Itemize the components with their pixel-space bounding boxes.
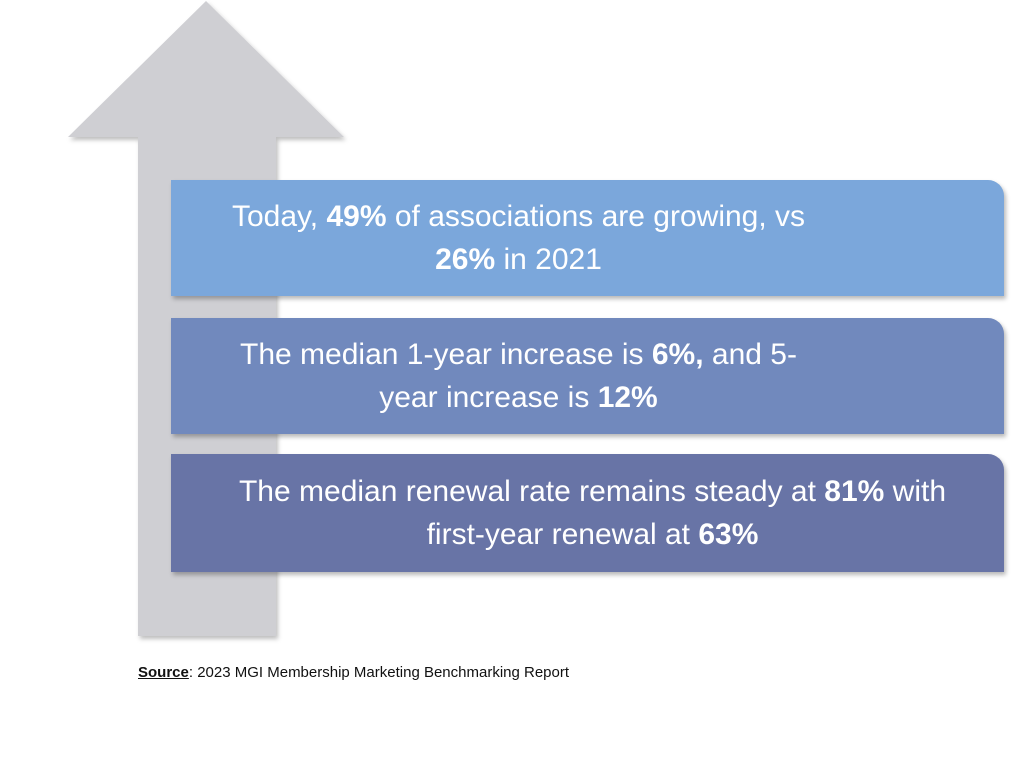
stat-card-renewal-rate: The median renewal rate remains steady a…: [171, 454, 1004, 572]
stat-value: 81%: [824, 474, 885, 508]
stat-text-renewal-rate: The median renewal rate remains steady a…: [217, 470, 968, 557]
stat-value: 26%: [435, 243, 496, 276]
stat-text-segment: The median 1-year increase is: [240, 337, 652, 371]
stat-card-growing-associations: Today, 49% of associations are growing, …: [171, 180, 1004, 296]
stat-value: 6%,: [651, 337, 704, 371]
stat-text-median-increase: The median 1-year increase is 6%, and 5-…: [219, 333, 818, 420]
stat-text-growing-associations: Today, 49% of associations are growing, …: [219, 195, 818, 282]
stat-text-segment: Today,: [231, 199, 327, 233]
stat-text-segment: and 5-year increase is: [379, 337, 797, 415]
stat-text-segment: in 2021: [495, 243, 602, 276]
stat-card-median-increase: The median 1-year increase is 6%, and 5-…: [171, 318, 1004, 434]
stat-text-segment: of associations are growing, vs: [386, 199, 806, 233]
source-citation: Source: 2023 MGI Membership Marketing Be…: [138, 664, 569, 681]
source-text: : 2023 MGI Membership Marketing Benchmar…: [188, 664, 570, 681]
stat-text-segment: The median renewal rate remains steady a…: [238, 474, 825, 508]
stat-value: 63%: [698, 518, 759, 551]
stat-text-segment: with first-year renewal at: [426, 474, 947, 552]
stat-value: 49%: [326, 199, 387, 233]
stat-value: 12%: [597, 381, 658, 414]
source-label: Source: [138, 664, 189, 681]
